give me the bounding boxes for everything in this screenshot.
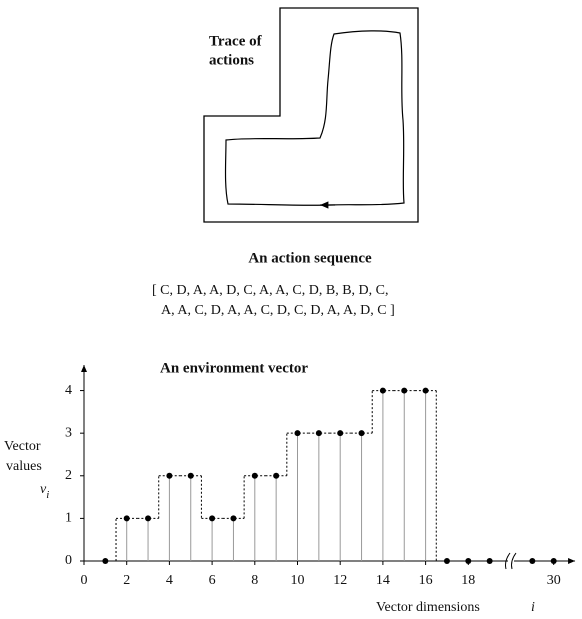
y-tick-label: 3 bbox=[65, 425, 72, 440]
x-tick-label: 14 bbox=[376, 573, 390, 588]
x-tick-label: 0 bbox=[81, 573, 88, 588]
x-tick-label: 2 bbox=[123, 573, 130, 588]
point bbox=[187, 472, 194, 479]
x-tick-label: 12 bbox=[333, 573, 347, 588]
trace-path bbox=[224, 30, 405, 206]
x-tick-label: 18 bbox=[461, 573, 475, 588]
x-tick-label: 4 bbox=[166, 573, 173, 588]
x-symbol: i bbox=[531, 600, 535, 615]
y-symbol-sub: i bbox=[46, 489, 49, 501]
point bbox=[550, 558, 557, 564]
y-label: values bbox=[6, 459, 42, 474]
point bbox=[401, 387, 408, 394]
sequence-line: A, A, C, D, A, A, C, D, C, D, A, A, D, C… bbox=[161, 303, 395, 318]
x-tick-label: 8 bbox=[251, 573, 258, 588]
y-label: Vector bbox=[4, 439, 41, 454]
x-tick-label: 6 bbox=[209, 573, 216, 588]
point bbox=[294, 430, 301, 437]
y-symbol-letter: v bbox=[40, 482, 47, 497]
sequence-title: An action sequence bbox=[248, 250, 372, 266]
x-label: Vector dimensions bbox=[376, 600, 480, 615]
point bbox=[102, 558, 109, 564]
y-tick-label: 4 bbox=[65, 383, 72, 398]
point bbox=[209, 515, 216, 522]
point bbox=[465, 558, 472, 564]
y-tick-label: 2 bbox=[65, 468, 72, 483]
x-tick-label: 10 bbox=[291, 573, 305, 588]
x-tick-label: 16 bbox=[419, 573, 433, 588]
point bbox=[123, 515, 130, 522]
point bbox=[166, 472, 173, 479]
point bbox=[315, 430, 322, 437]
point bbox=[337, 430, 344, 437]
point bbox=[145, 515, 152, 522]
axis-break-gap bbox=[508, 558, 514, 564]
point bbox=[230, 515, 237, 522]
point bbox=[529, 558, 536, 564]
room-outline bbox=[203, 7, 419, 223]
chart-title: An environment vector bbox=[160, 360, 308, 376]
point bbox=[273, 472, 280, 479]
axis-break bbox=[505, 552, 511, 570]
axis-break bbox=[511, 552, 517, 570]
y-tick-label: 1 bbox=[65, 511, 72, 526]
point bbox=[251, 472, 258, 479]
y-symbol: vi bbox=[40, 482, 49, 500]
point bbox=[443, 558, 450, 564]
point bbox=[486, 558, 493, 564]
point bbox=[422, 387, 429, 394]
point bbox=[379, 387, 386, 394]
sequence-line: [ C, D, A, A, D, C, A, A, C, D, B, B, D,… bbox=[152, 283, 388, 298]
trace-title: actions bbox=[209, 52, 254, 68]
x-tick-label: 30 bbox=[547, 573, 561, 588]
y-tick-label: 0 bbox=[65, 553, 72, 568]
point bbox=[358, 430, 365, 437]
trace-title: Trace of bbox=[209, 33, 263, 49]
